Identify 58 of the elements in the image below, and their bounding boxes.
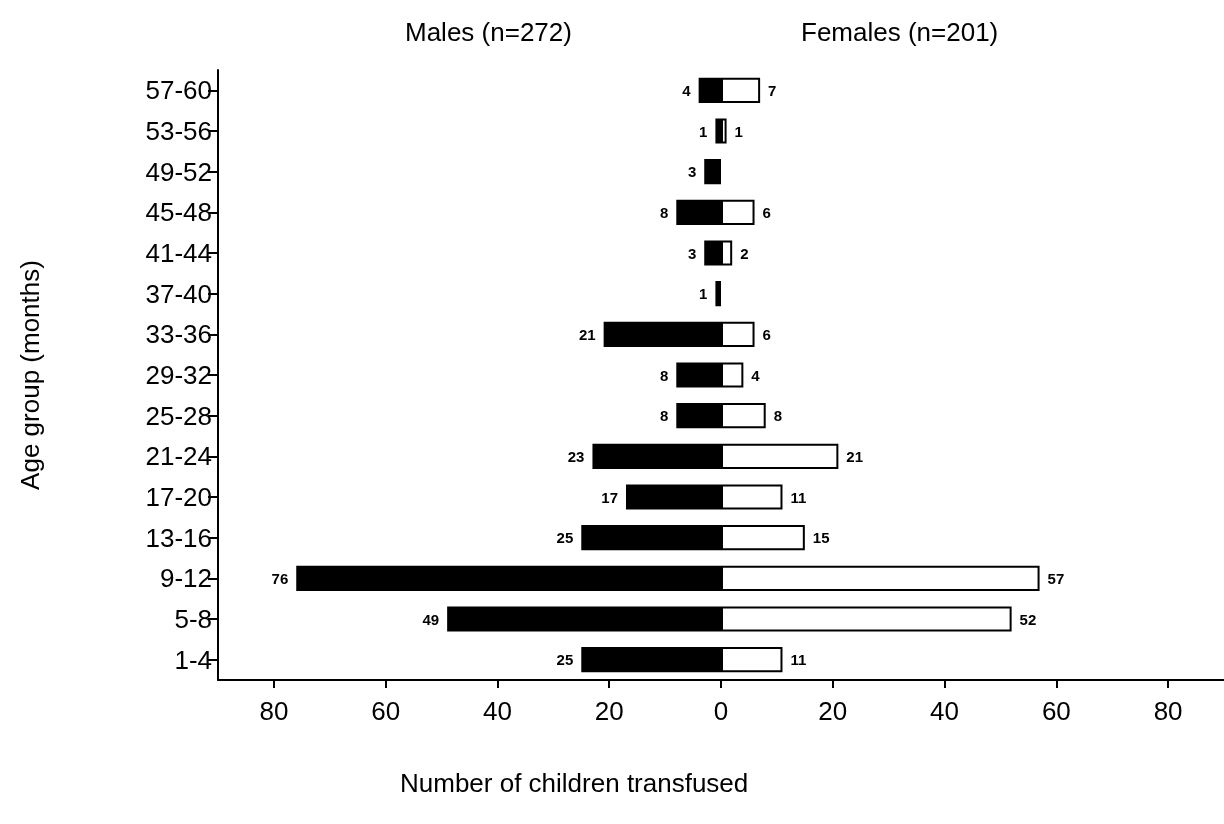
x-tick-label: 0 (713, 696, 729, 726)
data-label: 11 (790, 488, 807, 506)
y-tick-label: 1-4 (174, 644, 212, 675)
data-label: 1 (699, 122, 708, 140)
y-tick-label: 49-52 (145, 156, 212, 187)
data-label: 1 (734, 122, 743, 140)
data-label: 52 (1019, 610, 1037, 628)
y-tick-label: 37-40 (145, 278, 212, 309)
data-label: 21 (846, 447, 864, 465)
y-axis-title: Age group (months) (15, 260, 45, 490)
data-label: 8 (659, 203, 669, 221)
bar (715, 281, 721, 307)
x-tick-label: 40 (930, 696, 960, 726)
chart-title: Females (n=201) (801, 17, 999, 47)
data-label: 23 (567, 447, 585, 465)
x-tick-label: 40 (482, 696, 512, 726)
data-label: 8 (773, 407, 783, 425)
y-tick-label: 29-32 (145, 360, 212, 390)
y-tick-label: 5-8 (174, 604, 212, 634)
x-tick-label: 20 (818, 696, 848, 726)
y-tick-label: 17-20 (145, 482, 212, 512)
chart-title: Males (n=272) (405, 17, 572, 47)
data-label: 6 (762, 325, 771, 343)
data-label: 8 (659, 407, 669, 425)
y-tick-label: 13-16 (145, 522, 212, 553)
data-label: 3 (687, 163, 697, 181)
data-label: 25 (556, 529, 574, 547)
data-label: 15 (812, 529, 830, 547)
data-label: 7 (768, 81, 777, 99)
bar (704, 159, 721, 185)
data-label: 8 (659, 366, 669, 384)
y-tick-label: 53-56 (145, 116, 212, 146)
y-tick-label: 21-24 (145, 441, 212, 472)
x-axis-title: Number of children transfused (400, 768, 749, 798)
y-tick-label: 41-44 (145, 238, 212, 268)
y-tick-label: 57-60 (145, 75, 212, 106)
data-label: 1 (699, 285, 708, 303)
data-label: 4 (751, 366, 761, 384)
data-label: 49 (422, 610, 440, 628)
data-label: 17 (601, 488, 618, 506)
data-label: 25 (556, 651, 574, 669)
data-label: 2 (740, 244, 749, 262)
data-label: 6 (762, 203, 771, 221)
y-tick-label: 45-48 (145, 197, 212, 228)
data-label: 76 (271, 569, 289, 587)
y-tick-label: 9-12 (159, 563, 212, 594)
data-label: 4 (682, 81, 692, 99)
x-tick-label: 80 (259, 696, 289, 726)
data-label: 3 (687, 244, 697, 262)
y-tick-label: 25-28 (145, 400, 212, 431)
x-tick-label: 60 (371, 696, 401, 726)
data-label: 21 (578, 325, 596, 343)
x-tick-label: 60 (1041, 696, 1071, 726)
y-tick-label: 33-36 (145, 319, 212, 350)
data-label: 11 (790, 651, 807, 669)
x-tick-label: 80 (1153, 696, 1183, 726)
x-tick-label: 20 (594, 696, 624, 726)
data-label: 57 (1047, 569, 1065, 587)
